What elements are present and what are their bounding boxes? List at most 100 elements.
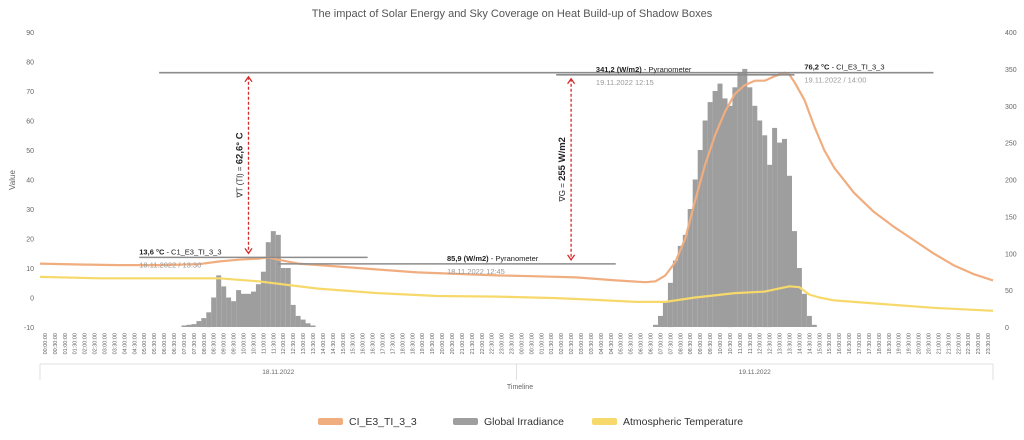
- legend-swatch: [453, 418, 478, 425]
- x-axis-label: Timeline: [507, 384, 533, 391]
- legend-label: Global Irradiance: [484, 416, 564, 428]
- irradiance-bar: [692, 179, 698, 327]
- annotation-text: 341,2 (W/m2) - Pyranometer: [596, 65, 692, 74]
- x-tick-label: 00:00:00: [43, 333, 49, 354]
- y-tick-label: 50: [26, 148, 34, 155]
- irradiance-bar: [206, 312, 212, 328]
- y-tick-label: 20: [26, 237, 34, 244]
- x-tick-label: 10:00:00: [718, 333, 724, 354]
- x-tick-label: 09:30:00: [708, 333, 714, 354]
- x-tick-label: 13:30:00: [788, 333, 794, 354]
- x-tick-label: 04:00:00: [599, 333, 605, 354]
- irradiance-bar: [737, 72, 743, 327]
- annotations: 76,2 °C - CI_E3_TI_3_3 19.11.2022 / 14:00…: [139, 63, 934, 276]
- x-tick-label: 23:00:00: [976, 333, 982, 354]
- irradiance-bar: [782, 138, 787, 327]
- irradiance-bar: [806, 315, 812, 327]
- irradiance-bar: [260, 271, 266, 327]
- irradiance-bar: [186, 324, 192, 327]
- x-tick-label: 17:00:00: [857, 333, 863, 354]
- irradiance-bar: [702, 120, 708, 327]
- x-tick-label: 10:00:00: [242, 333, 248, 354]
- x-tick-label: 21:00:00: [936, 333, 942, 354]
- x-tick-label: 18:00:00: [877, 333, 883, 354]
- y2-axis-ticks: 0 50 100 150 200 250 300 350 400: [1005, 30, 1017, 332]
- y2-tick-label: 100: [1005, 251, 1017, 258]
- x-axis-ticks: 00:00:00 00:30:00 01:00:00 01:30:00 02:00:00…: [43, 333, 992, 354]
- x-tick-label: 20:30:00: [927, 333, 933, 354]
- x-tick-label: 21:30:00: [470, 333, 476, 354]
- x-tick-label: 20:30:00: [450, 333, 456, 354]
- x-tick-label: 15:00:00: [817, 333, 823, 354]
- irradiance-bar: [658, 315, 663, 327]
- annotation-text: 76,2 °C - CI_E3_TI_3_3: [804, 63, 884, 72]
- irradiance-bar: [787, 175, 792, 327]
- x-tick-label: 18:00:00: [400, 333, 406, 354]
- x-tick-label: 16:30:00: [847, 333, 853, 354]
- x-tick-label: 21:30:00: [946, 333, 952, 354]
- x-tick-label: 01:30:00: [73, 333, 79, 354]
- x-tick-label: 01:00:00: [539, 333, 545, 354]
- irradiance-bar: [757, 120, 763, 327]
- irradiance-bar: [231, 301, 237, 327]
- x-tick-label: 16:00:00: [361, 333, 367, 354]
- irradiance-bar: [653, 324, 658, 327]
- x-tick-label: 08:30:00: [688, 333, 694, 354]
- x-tick-label: 09:00:00: [698, 333, 704, 354]
- x-tick-label: 14:30:00: [331, 333, 337, 354]
- x-tick-label: 20:00:00: [917, 333, 923, 354]
- x-tick-label: 00:30:00: [53, 333, 59, 354]
- irradiance-bar: [792, 231, 797, 327]
- y-tick-label: 70: [26, 89, 34, 96]
- irradiance-bar: [236, 290, 242, 327]
- irradiance-bar: [801, 293, 807, 327]
- y2-tick-label: 0: [1005, 325, 1009, 332]
- x-tick-label: 12:30:00: [291, 333, 297, 354]
- irradiance-bar: [796, 268, 802, 327]
- irradiance-bar: [216, 275, 222, 327]
- x-tick-label: 16:00:00: [837, 333, 843, 354]
- x-tick-label: 22:30:00: [966, 333, 972, 354]
- irradiance-bar: [285, 268, 291, 327]
- delta-arrow-head: [244, 248, 253, 255]
- x-tick-label: 04:30:00: [132, 333, 138, 354]
- x-tick-label: 03:30:00: [589, 333, 595, 354]
- x-tick-label: 12:00:00: [758, 333, 764, 354]
- legend-label: CI_E3_TI_3_3: [349, 416, 417, 428]
- annotation-text: 13,6 °C - C1_E3_TI_3_3: [139, 247, 221, 256]
- x-tick-label: 03:00:00: [579, 333, 585, 354]
- irradiance-bar: [305, 323, 311, 327]
- irradiance-bar: [722, 98, 728, 328]
- x-tick-label: 05:00:00: [619, 333, 625, 354]
- y-tick-label: 90: [26, 30, 34, 37]
- y2-tick-label: 200: [1005, 178, 1017, 185]
- irradiance-bar: [707, 102, 713, 327]
- y-tick-label: 60: [26, 119, 34, 126]
- x-tick-label: 15:30:00: [351, 333, 357, 354]
- irradiance-bar: [181, 325, 187, 327]
- irradiance-bar: [697, 150, 703, 327]
- x-tick-label: 08:30:00: [212, 333, 218, 354]
- irradiance-bar: [211, 297, 217, 327]
- series-lines: [39, 71, 994, 312]
- x-tick-label: 00:00:00: [520, 333, 526, 354]
- x-tick-label: 15:30:00: [827, 333, 833, 354]
- x-tick-label: 05:30:00: [152, 333, 158, 354]
- annotation-date: 19.11.2022 12:15: [596, 78, 654, 87]
- x-tick-label: 22:00:00: [480, 333, 486, 354]
- y-tick-label: 30: [26, 207, 34, 214]
- x-tick-label: 15:00:00: [341, 333, 347, 354]
- irradiance-bar: [682, 234, 688, 327]
- x-tick-label: 00:30:00: [529, 333, 535, 354]
- x-tick-label: 14:30:00: [807, 333, 813, 354]
- x-tick-label: 06:30:00: [649, 333, 655, 354]
- x-tick-label: 14:00:00: [797, 333, 803, 354]
- delta-label: ∇T (Tl) = 62,6° C: [234, 132, 245, 198]
- y2-tick-label: 250: [1005, 141, 1017, 148]
- series-line: [39, 275, 994, 312]
- irradiance-bars: [181, 68, 817, 328]
- x-tick-label: 02:30:00: [569, 333, 575, 354]
- x-tick-label: 13:30:00: [311, 333, 317, 354]
- irradiance-bar: [290, 304, 296, 327]
